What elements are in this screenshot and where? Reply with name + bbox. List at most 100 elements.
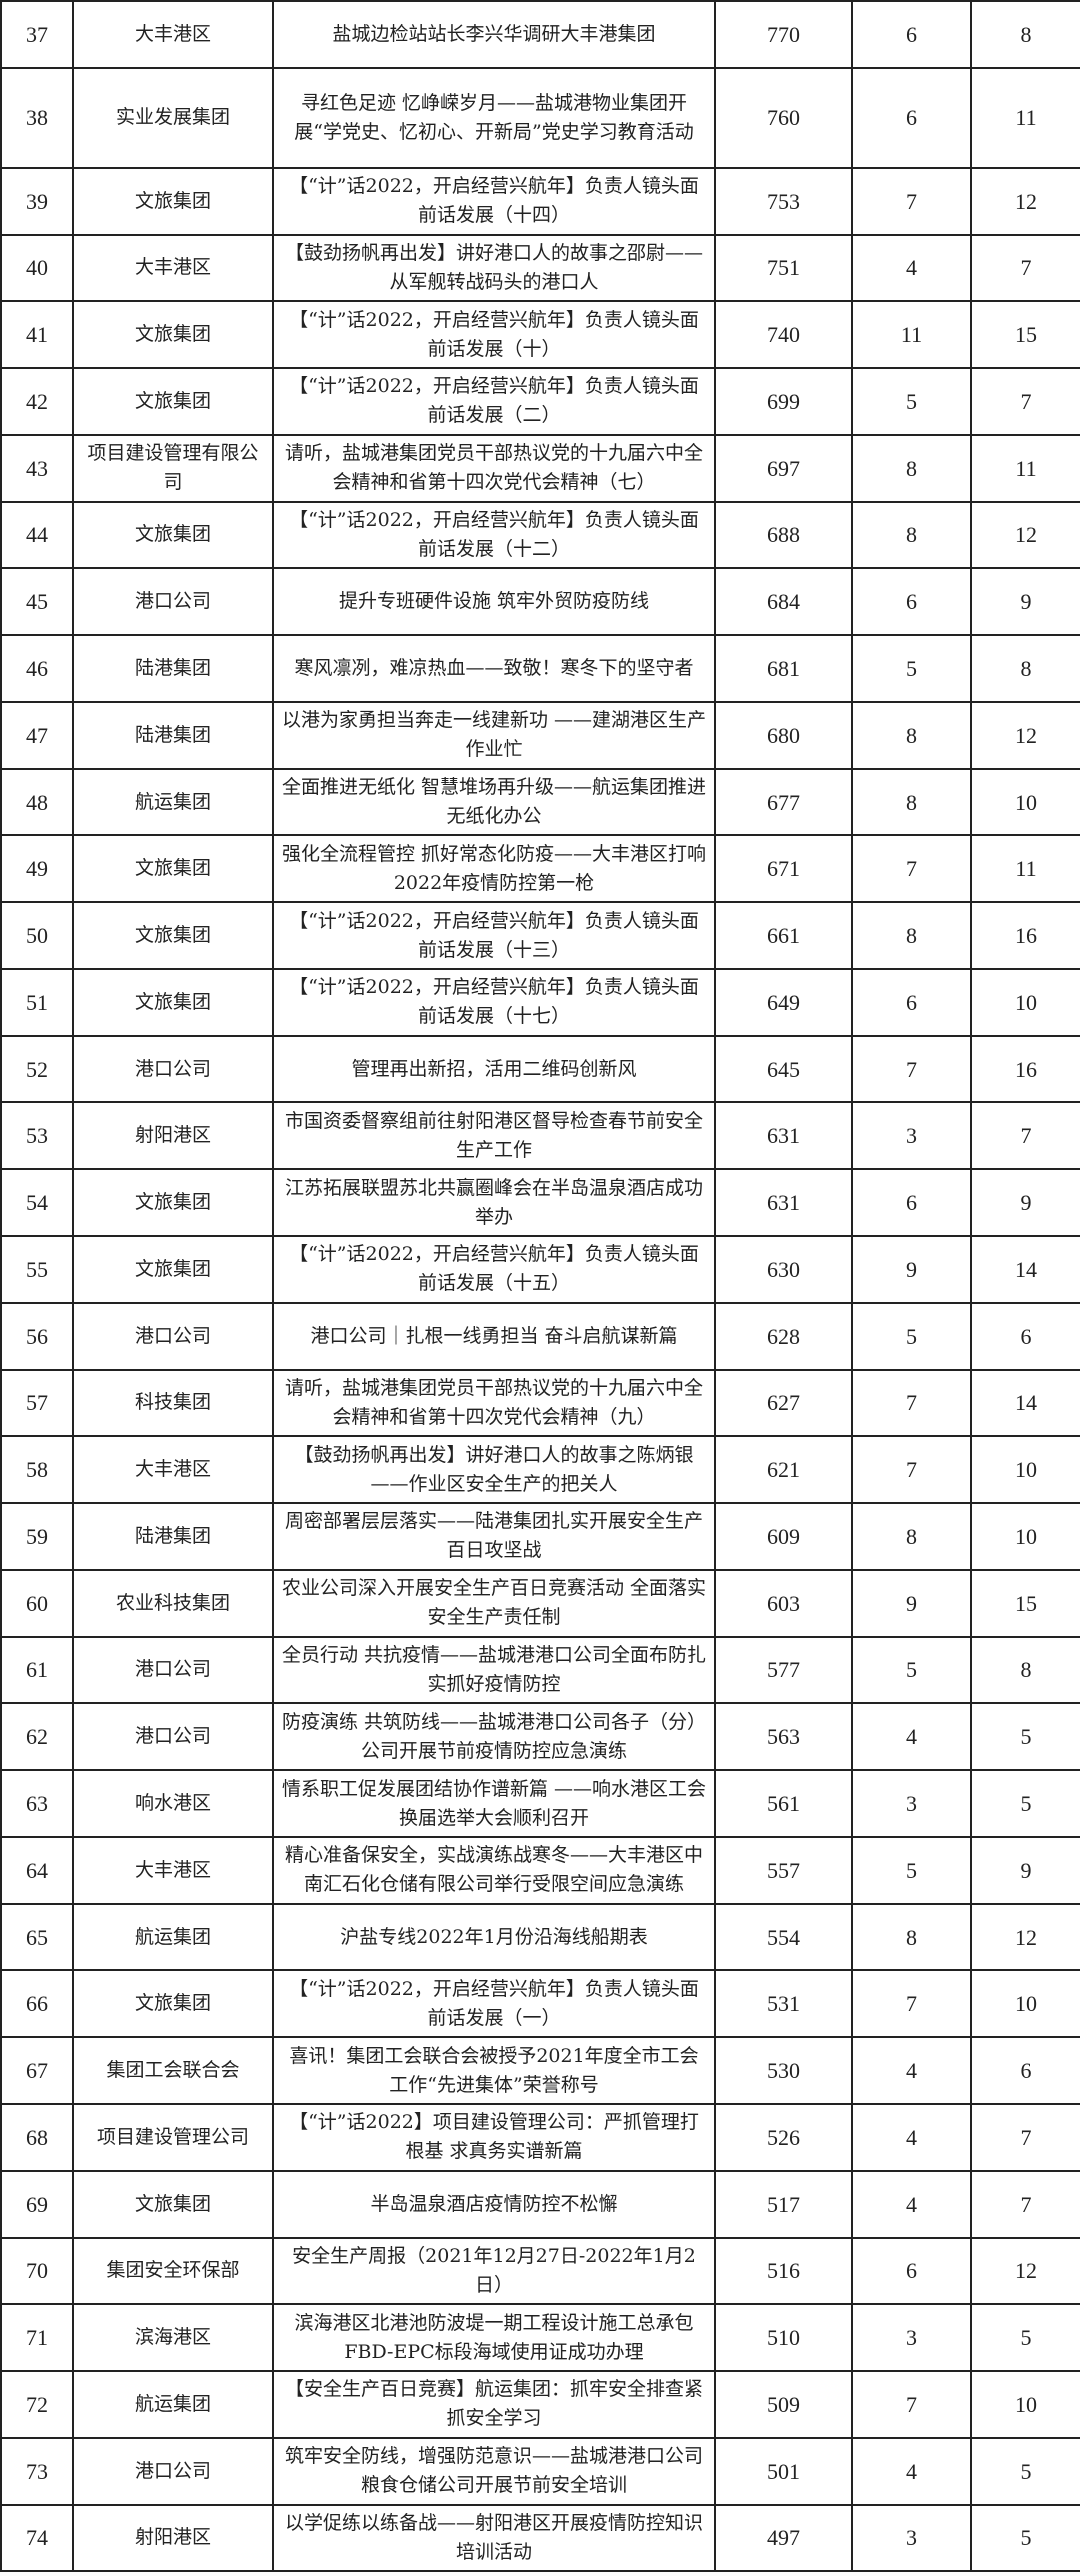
views-text: 740 <box>767 322 800 348</box>
article-title-text: 筑牢安全防线，增强防范意识——盐城港港口公司粮食仓储公司开展节前安全培训 <box>284 2445 703 2497</box>
count-cell-a: 7 <box>851 166 972 236</box>
views-text: 621 <box>767 1457 800 1483</box>
article-title-cell: 全员行动 共抗疫情——盐城港港口公司全面布防扎实抓好疫情防控 <box>272 1635 716 1705</box>
article-title-text: 寒风凛冽，难凉热血——致敬！寒冬下的坚守者 <box>294 657 694 679</box>
count-text-a: 6 <box>906 989 917 1015</box>
article-title-text: 情系职工促发展团结协作谱新篇 ——响水港区工会换届选举大会顺利召开 <box>281 1777 707 1829</box>
article-title-cell: 防疫演练 共筑防线——盐城港港口公司各子（分）公司开展节前疫情防控应急演练 <box>272 1702 716 1772</box>
department-text: 航运集团 <box>134 1925 211 1948</box>
article-title-text: 以港为家勇担当奔走一线建新功 ——建湖港区生产作业忙 <box>281 709 707 761</box>
rank-text: 38 <box>26 105 48 131</box>
views-text: 530 <box>767 2058 800 2084</box>
article-title-cell: 【鼓劲扬帆再出发】讲好港口人的故事之陈炳银——作业区安全生产的把关人 <box>272 1435 716 1505</box>
rank-text: 55 <box>26 1256 48 1282</box>
count-text-b: 9 <box>1020 1857 1032 1883</box>
rank-cell: 51 <box>0 967 74 1037</box>
article-title-text: 【“计”话2022，开启经营兴航年】负责人镜头面前话发展（二） <box>289 375 699 427</box>
article-title-text: 【鼓劲扬帆再出发】讲好港口人的故事之邵尉——从军舰转战码头的港口人 <box>284 241 703 293</box>
rank-text: 66 <box>26 1991 48 2017</box>
count-cell-a: 7 <box>851 1368 972 1438</box>
count-cell-b: 10 <box>970 967 1080 1037</box>
views-text: 517 <box>767 2191 800 2217</box>
department-text: 射阳港区 <box>134 2526 211 2549</box>
count-text-b: 8 <box>1020 1657 1032 1683</box>
count-text-b: 6 <box>1020 1323 1032 1349</box>
department-cell: 航运集团 <box>72 767 274 837</box>
views-cell: 563 <box>714 1702 853 1772</box>
department-text: 实业发展集团 <box>115 106 230 129</box>
views-cell: 627 <box>714 1368 853 1438</box>
count-cell-a: 3 <box>851 2503 972 2572</box>
views-text: 770 <box>767 21 800 47</box>
count-text-a: 8 <box>906 455 917 481</box>
count-cell-a: 5 <box>851 1301 972 1371</box>
department-text: 港口公司 <box>134 1725 211 1748</box>
count-text-b: 8 <box>1020 21 1032 47</box>
count-cell-b: 16 <box>970 1034 1080 1104</box>
department-text: 陆港集团 <box>134 1524 211 1547</box>
count-cell-b: 8 <box>970 0 1080 69</box>
department-cell: 集团安全环保部 <box>72 2236 274 2306</box>
table-row: 52 港口公司 管理再出新招，活用二维码创新风 645 7 16 <box>0 1034 1080 1104</box>
rank-text: 68 <box>26 2124 48 2150</box>
article-title-cell: 以学促练以练备战——射阳港区开展疫情防控知识培训活动 <box>272 2503 716 2572</box>
department-text: 港口公司 <box>134 1057 211 1080</box>
department-text: 滨海港区 <box>134 2326 211 2349</box>
rank-cell: 70 <box>0 2236 74 2306</box>
table-row: 45 港口公司 提升专班硬件设施 筑牢外贸防疫防线 684 6 9 <box>0 567 1080 637</box>
rank-cell: 41 <box>0 300 74 370</box>
department-cell: 陆港集团 <box>72 634 274 703</box>
count-text-b: 12 <box>1015 722 1037 748</box>
table-row: 63 响水港区 情系职工促发展团结协作谱新篇 ——响水港区工会换届选举大会顺利召开 5… <box>0 1769 1080 1838</box>
article-title-cell: 强化全流程管控 抓好常态化防疫——大丰港区打响2022年疫情防控第一枪 <box>272 834 716 904</box>
count-cell-a: 6 <box>851 2236 972 2306</box>
rank-cell: 60 <box>0 1568 74 1638</box>
count-cell-a: 4 <box>851 2169 972 2239</box>
article-title-text: 全员行动 共抗疫情——盐城港港口公司全面布防扎实抓好疫情防控 <box>281 1643 707 1695</box>
department-cell: 实业发展集团 <box>72 66 274 169</box>
table-row: 64 大丰港区 精心准备保安全，实战演练战寒冬——大丰港区中南汇石化仓储有限公司举行… <box>0 1835 1080 1905</box>
count-text-a: 7 <box>906 2391 917 2417</box>
count-text-b: 5 <box>1020 1724 1032 1750</box>
article-title-text: 安全生产周报（2021年12月27日-2022年1月2日） <box>292 2244 696 2296</box>
article-title-cell: 【“计”话2022，开启经营兴航年】负责人镜头面前话发展（十四） <box>272 166 716 236</box>
count-cell-b: 10 <box>970 767 1080 837</box>
table-row: 56 港口公司 港口公司｜扎根一线勇担当 奋斗启航谋新篇 628 5 6 <box>0 1301 1080 1371</box>
count-text-b: 5 <box>1020 2525 1032 2551</box>
count-text-a: 7 <box>906 1056 917 1082</box>
count-text-b: 10 <box>1015 989 1037 1015</box>
count-text-b: 10 <box>1015 789 1037 815</box>
department-cell: 大丰港区 <box>72 0 274 69</box>
table-row: 37 大丰港区 盐城边检站站长李兴华调研大丰港集团 770 6 8 <box>0 0 1080 69</box>
count-cell-b: 8 <box>970 1635 1080 1705</box>
views-cell: 497 <box>714 2503 853 2572</box>
count-text-a: 4 <box>906 1724 917 1750</box>
count-text-b: 10 <box>1015 1523 1037 1549</box>
rank-text: 51 <box>26 989 48 1015</box>
table-row: 44 文旅集团 【“计”话2022，开启经营兴航年】负责人镜头面前话发展（十二） 68… <box>0 500 1080 570</box>
article-title-cell: 周密部署层层落实——陆港集团扎实开展安全生产百日攻坚战 <box>272 1502 716 1571</box>
views-cell: 530 <box>714 2036 853 2105</box>
department-cell: 港口公司 <box>72 2436 274 2506</box>
count-text-a: 4 <box>906 2058 917 2084</box>
count-text-b: 7 <box>1020 255 1032 281</box>
rank-cell: 40 <box>0 233 74 303</box>
count-text-b: 12 <box>1015 188 1037 214</box>
department-cell: 港口公司 <box>72 1034 274 1104</box>
count-text-a: 7 <box>906 856 917 882</box>
table-row: 42 文旅集团 【“计”话2022，开启经营兴航年】负责人镜头面前话发展（二） 699… <box>0 367 1080 436</box>
article-title-cell: 提升专班硬件设施 筑牢外贸防疫防线 <box>272 567 716 637</box>
views-text: 677 <box>767 789 800 815</box>
department-text: 文旅集团 <box>134 1191 211 1214</box>
article-title-text: 盐城边检站站长李兴华调研大丰港集团 <box>332 22 656 45</box>
article-title-text: 【“计”话2022，开启经营兴航年】负责人镜头面前话发展（十五） <box>289 1243 699 1295</box>
views-cell: 661 <box>714 901 853 970</box>
department-cell: 文旅集团 <box>72 367 274 436</box>
table-row: 40 大丰港区 【鼓劲扬帆再出发】讲好港口人的故事之邵尉——从军舰转战码头的港口人 7… <box>0 233 1080 303</box>
rank-text: 54 <box>26 1190 48 1216</box>
rank-cell: 38 <box>0 66 74 169</box>
views-cell: 760 <box>714 66 853 169</box>
views-cell: 680 <box>714 700 853 770</box>
views-text: 699 <box>767 388 800 414</box>
count-text-a: 3 <box>906 1123 917 1149</box>
